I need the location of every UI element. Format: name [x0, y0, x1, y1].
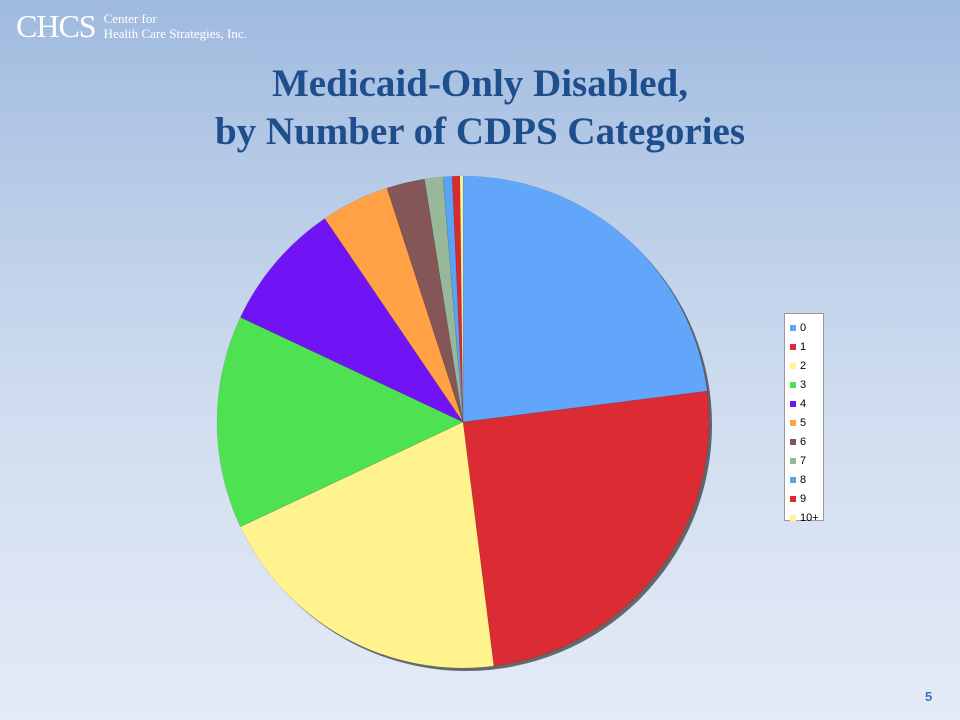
- legend-item: 6: [790, 432, 823, 451]
- legend-label: 5: [800, 416, 807, 429]
- legend-item: 8: [790, 470, 823, 489]
- legend-swatch: [790, 400, 796, 407]
- legend-item: 3: [790, 375, 823, 394]
- legend-swatch: [790, 457, 796, 464]
- logo-text: Center for Health Care Strategies, Inc.: [104, 11, 247, 41]
- legend-label: 3: [800, 378, 807, 391]
- legend-item: 7: [790, 451, 823, 470]
- pie-slice-2: [240, 421, 495, 669]
- legend-swatch: [790, 324, 796, 331]
- legend-item: 1: [790, 337, 823, 356]
- legend-label: 2: [800, 359, 807, 372]
- legend-swatch: [790, 514, 796, 521]
- legend-label: 8: [800, 473, 807, 486]
- legend-label: 4: [800, 397, 807, 410]
- pie-slice-8: [442, 175, 464, 423]
- pie-slice-3: [216, 316, 464, 528]
- legend-item: 5: [790, 413, 823, 432]
- legend-swatch: [790, 343, 796, 350]
- pie-slice-4: [240, 218, 464, 423]
- legend-item: 4: [790, 394, 823, 413]
- legend-swatch: [790, 438, 796, 445]
- legend-label: 7: [800, 454, 807, 467]
- legend-item: 2: [790, 356, 823, 375]
- legend-swatch: [790, 381, 796, 388]
- legend-swatch: [790, 362, 796, 369]
- pie-slices: [216, 175, 710, 669]
- legend-swatch: [790, 495, 796, 502]
- pie-slice-1: [462, 390, 710, 667]
- pie-slice-9: [451, 175, 464, 423]
- page-number: 5: [925, 689, 933, 704]
- legend-label: 10+: [800, 511, 819, 524]
- chart-legend: 0 1 2 3 4 5 6 7 8 9 10+: [784, 313, 824, 524]
- legend-label: 9: [800, 492, 807, 505]
- legend-item: 0: [790, 318, 823, 337]
- legend-swatch: [790, 419, 796, 426]
- pie-chart: [216, 175, 712, 671]
- slide-title: Medicaid-Only Disabled, by Number of CDP…: [0, 60, 960, 156]
- chcs-logo: CHCS Center for Health Care Strategies, …: [16, 10, 247, 42]
- legend-item: 10+: [790, 508, 823, 527]
- pie-slice-6: [386, 178, 464, 423]
- pie-slice-10-plus: [459, 175, 464, 423]
- logo-text-line1: Center for: [103, 11, 157, 26]
- legend-swatch: [790, 476, 796, 483]
- pie-slice-5: [324, 187, 464, 423]
- legend-label: 6: [800, 435, 807, 448]
- slide-title-line1: Medicaid-Only Disabled,: [271, 62, 689, 105]
- legend-item: 9: [790, 489, 823, 508]
- slide-title-line2: by Number of CDPS Categories: [214, 110, 746, 153]
- legend-label: 0: [800, 321, 807, 334]
- pie-slice-0: [462, 175, 708, 423]
- legend-label: 1: [800, 340, 807, 353]
- logo-text-line2: Health Care Strategies, Inc.: [103, 26, 247, 41]
- logo-mark: CHCS: [16, 8, 97, 44]
- pie-slice-7: [424, 176, 464, 423]
